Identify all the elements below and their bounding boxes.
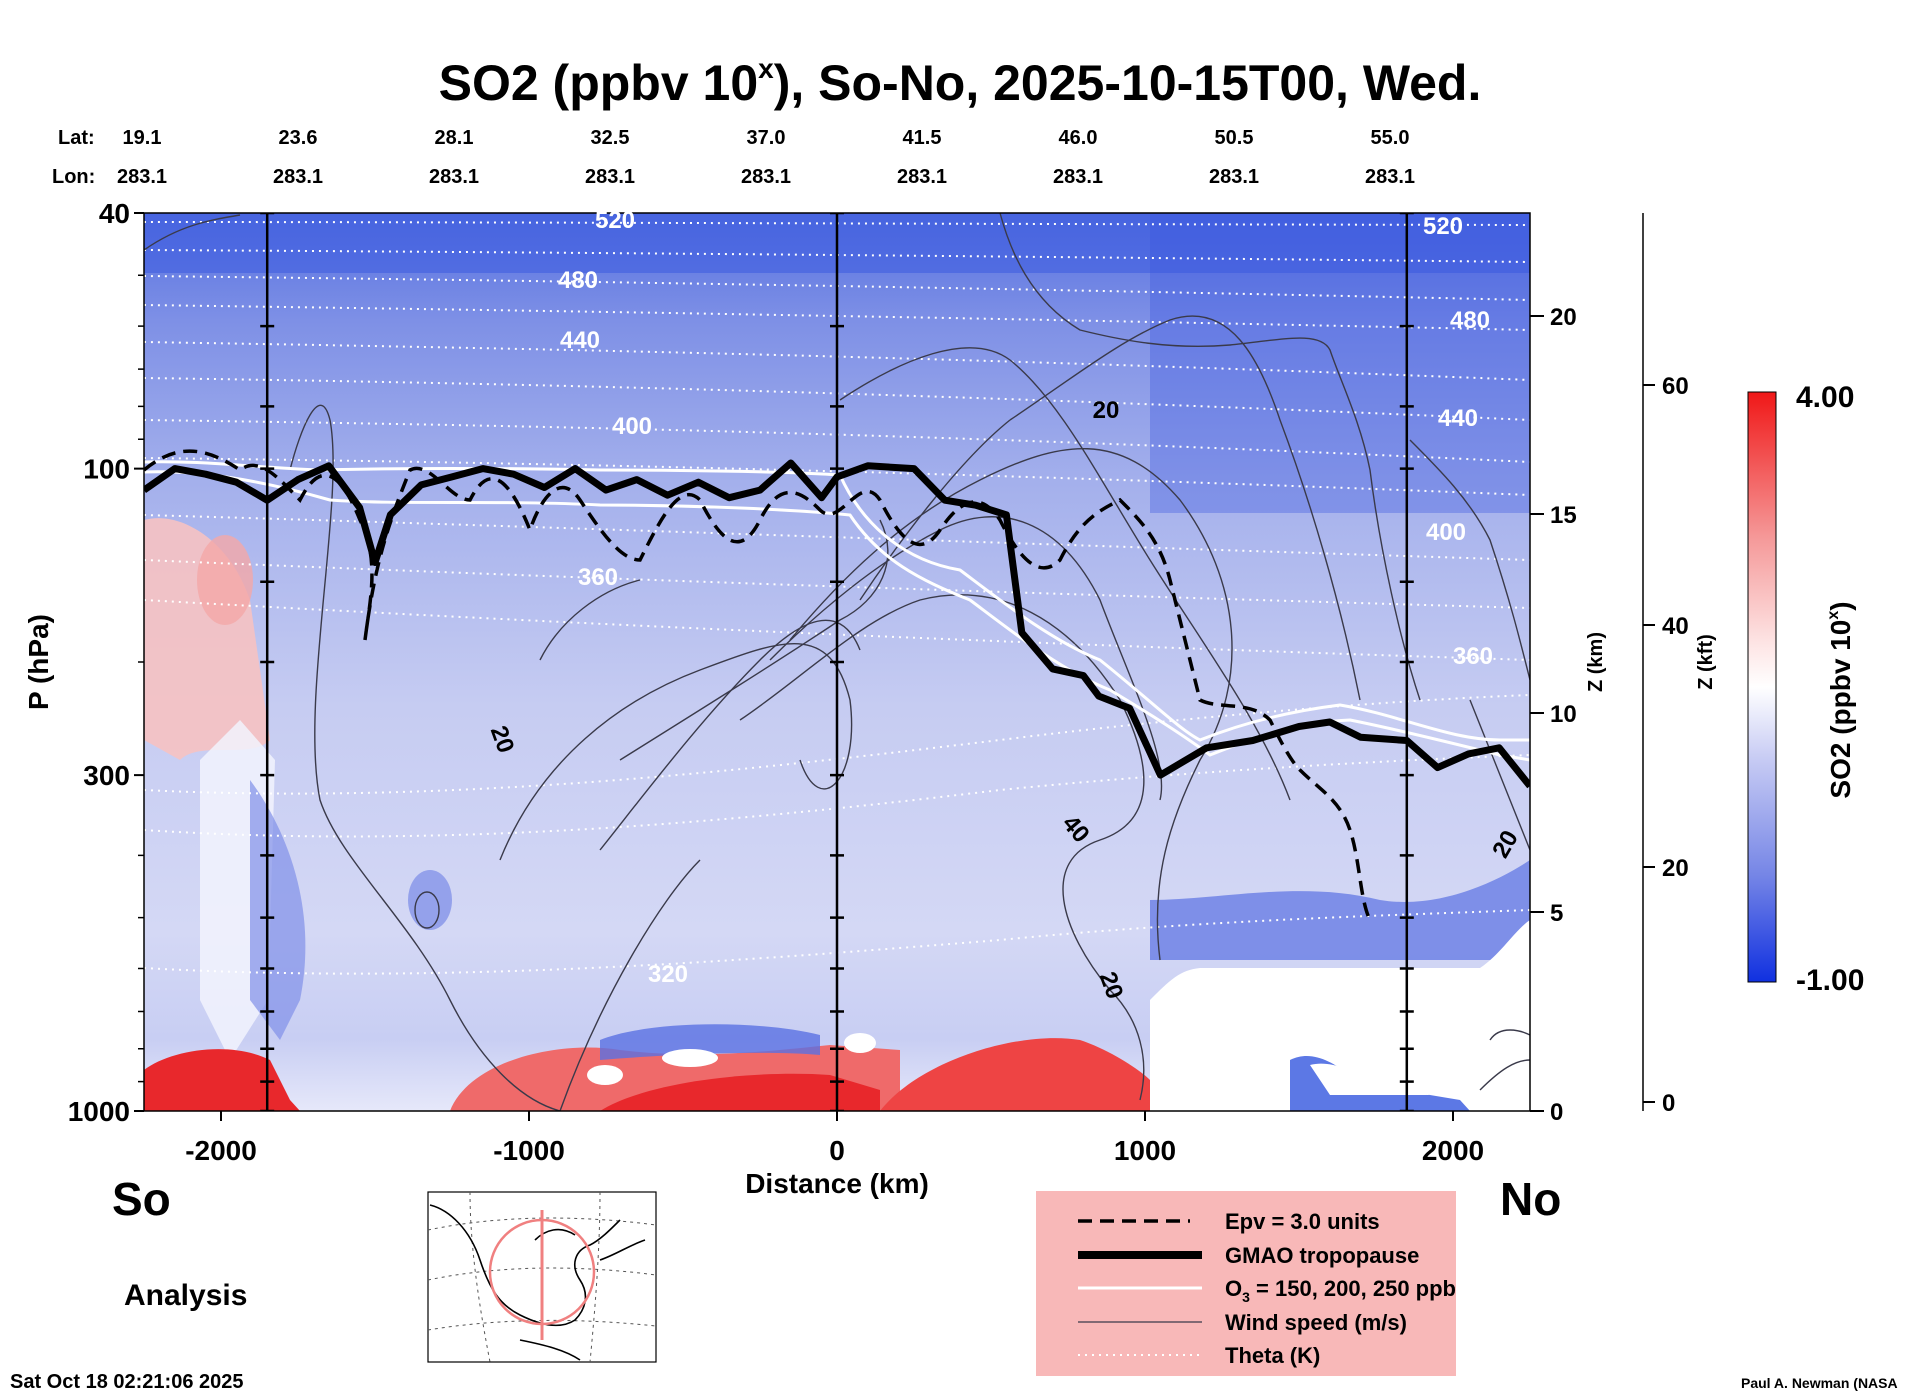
theta-label: 440 xyxy=(560,327,600,354)
z-km-tick-label: 15 xyxy=(1550,502,1577,529)
colorbar xyxy=(1747,391,1777,983)
no-data-region xyxy=(1150,920,1530,1111)
lon-value: 283.1 xyxy=(585,166,635,188)
z-km-axis: 0 5 10 15 20 xyxy=(1530,304,1577,1126)
z-kft-tick-label: 0 xyxy=(1662,1090,1675,1117)
lon-value: 283.1 xyxy=(1365,166,1415,188)
legend-theta: Theta (K) xyxy=(1225,1343,1320,1368)
theta-label: 400 xyxy=(1426,519,1466,546)
credit: Paul A. Newman (NASA xyxy=(1741,1375,1898,1391)
colorbar-label: SO2 (ppbv 10x) xyxy=(1825,601,1856,798)
lat-value: 28.1 xyxy=(435,127,474,149)
lon-value: 283.1 xyxy=(273,166,323,188)
theta-label: 360 xyxy=(1453,643,1493,670)
epv-contour xyxy=(144,449,1372,921)
theta-contours xyxy=(144,221,1530,975)
x-tick-label: 1000 xyxy=(1114,1135,1176,1166)
analysis-label: Analysis xyxy=(124,1279,247,1312)
lon-value: 283.1 xyxy=(1209,166,1259,188)
lon-values: 283.1 283.1 283.1 283.1 283.1 283.1 283.1 283.1… xyxy=(117,166,1415,188)
lon-value: 283.1 xyxy=(741,166,791,188)
timestamp: Sat Oct 18 02:21:06 2025 xyxy=(10,1371,244,1393)
lat-value: 19.1 xyxy=(123,127,162,149)
lat-value: 41.5 xyxy=(903,127,942,149)
y-tick-label: 40 xyxy=(99,198,130,229)
y-tick-label: 100 xyxy=(83,454,130,485)
legend-epv: Epv = 3.0 units xyxy=(1225,1209,1380,1234)
theta-label: 360 xyxy=(578,564,618,591)
lat-value: 37.0 xyxy=(747,127,786,149)
lon-value: 283.1 xyxy=(429,166,479,188)
x-tick-label: -2000 xyxy=(185,1135,257,1166)
y-axis-label: P (hPa) xyxy=(23,614,54,710)
theta-label: 480 xyxy=(1450,307,1490,334)
theta-label: 320 xyxy=(648,961,688,988)
y-axis-ticks: 40 100 300 1000 xyxy=(68,198,144,1127)
legend: Epv = 3.0 units GMAO tropopause O3 = 150… xyxy=(1036,1191,1456,1376)
z-km-tick-label: 10 xyxy=(1550,701,1577,728)
legend-wind: Wind speed (m/s) xyxy=(1225,1310,1407,1335)
lat-label: Lat: xyxy=(58,127,95,149)
lat-values: 19.1 23.6 28.1 32.5 37.0 41.5 46.0 50.5 55.0 xyxy=(123,127,1410,149)
theta-labels: 520 480 440 400 360 320 520 480 440 400 360 xyxy=(558,207,1493,988)
legend-o3: O3 = 150, 200, 250 ppb xyxy=(1225,1276,1456,1305)
theta-label: 400 xyxy=(612,413,652,440)
legend-trop: GMAO tropopause xyxy=(1225,1243,1419,1268)
y-tick-label: 300 xyxy=(83,760,130,791)
z-km-tick-label: 5 xyxy=(1550,900,1563,927)
z-kft-tick-label: 20 xyxy=(1662,855,1689,882)
theta-label: 440 xyxy=(1438,405,1478,432)
z-kft-tick-label: 60 xyxy=(1662,373,1689,400)
x-tick-label: -1000 xyxy=(493,1135,565,1166)
chart-title: SO2 (ppbv 10x), So-No, 2025-10-15T00, We… xyxy=(439,53,1482,111)
colorbar-max: 4.00 xyxy=(1796,381,1854,414)
z-kft-tick-label: 40 xyxy=(1662,613,1689,640)
z-km-label: Z (km) xyxy=(1585,632,1607,692)
inset-map xyxy=(427,1191,657,1363)
lat-value: 23.6 xyxy=(279,127,318,149)
x-axis-label: Distance (km) xyxy=(745,1168,929,1199)
lon-value: 283.1 xyxy=(1053,166,1103,188)
x-tick-label: 0 xyxy=(829,1135,845,1166)
lon-label: Lon: xyxy=(52,166,95,188)
x-tick-label: 2000 xyxy=(1422,1135,1484,1166)
section-lines xyxy=(260,213,1414,1111)
north-label: No xyxy=(1500,1173,1561,1225)
lat-value: 55.0 xyxy=(1371,127,1410,149)
z-km-tick-label: 0 xyxy=(1550,1099,1563,1126)
lat-value: 50.5 xyxy=(1215,127,1254,149)
z-km-tick-label: 20 xyxy=(1550,304,1577,331)
wind-label: 20 xyxy=(1093,397,1120,424)
x-axis-ticks: -2000 -1000 0 1000 2000 xyxy=(185,1111,1484,1166)
wind-speed-contours xyxy=(144,213,1530,1111)
so2-surface-red-left xyxy=(144,1049,300,1111)
lon-value: 283.1 xyxy=(117,166,167,188)
lon-value: 283.1 xyxy=(897,166,947,188)
lat-value: 46.0 xyxy=(1059,127,1098,149)
z-kft-label: Z (kft) xyxy=(1695,634,1717,690)
y-tick-label: 1000 xyxy=(68,1096,130,1127)
colorbar-min: -1.00 xyxy=(1796,964,1864,997)
z-kft-axis: 0 20 40 60 xyxy=(1643,373,1689,1117)
south-label: So xyxy=(112,1173,171,1225)
theta-label: 520 xyxy=(1423,213,1463,240)
theta-label: 480 xyxy=(558,267,598,294)
theta-label: 520 xyxy=(595,207,635,234)
lat-value: 32.5 xyxy=(591,127,630,149)
tropopause-line xyxy=(144,459,1530,789)
plot-area xyxy=(144,213,1530,1111)
